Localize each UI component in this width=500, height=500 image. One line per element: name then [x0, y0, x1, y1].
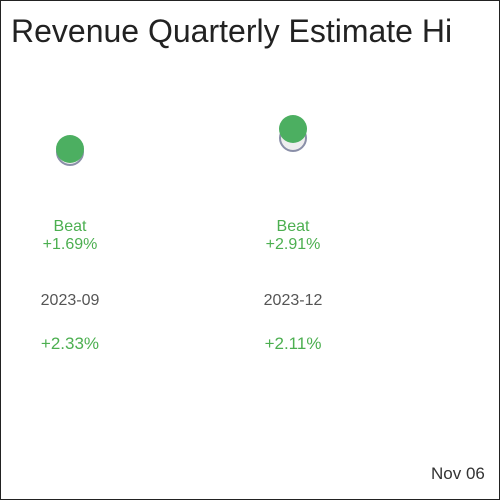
- result: Beat +2.91%: [213, 218, 373, 254]
- result: Beat +1.69%: [1, 218, 150, 254]
- period: 2023-09: [40, 292, 100, 309]
- change: +2.33%: [40, 334, 100, 353]
- surprise: +2.91%: [265, 236, 321, 253]
- actual-dot: [56, 135, 84, 163]
- actual-dot: [279, 115, 307, 143]
- result-label: Beat: [53, 218, 87, 235]
- title: Revenue Quarterly Estimate Hi: [11, 13, 453, 49]
- surprise: +1.69%: [42, 236, 98, 253]
- date: Nov 06: [431, 464, 485, 483]
- period: 2023-12: [263, 292, 323, 309]
- result-label: Beat: [276, 218, 310, 235]
- change: +2.11%: [264, 334, 322, 353]
